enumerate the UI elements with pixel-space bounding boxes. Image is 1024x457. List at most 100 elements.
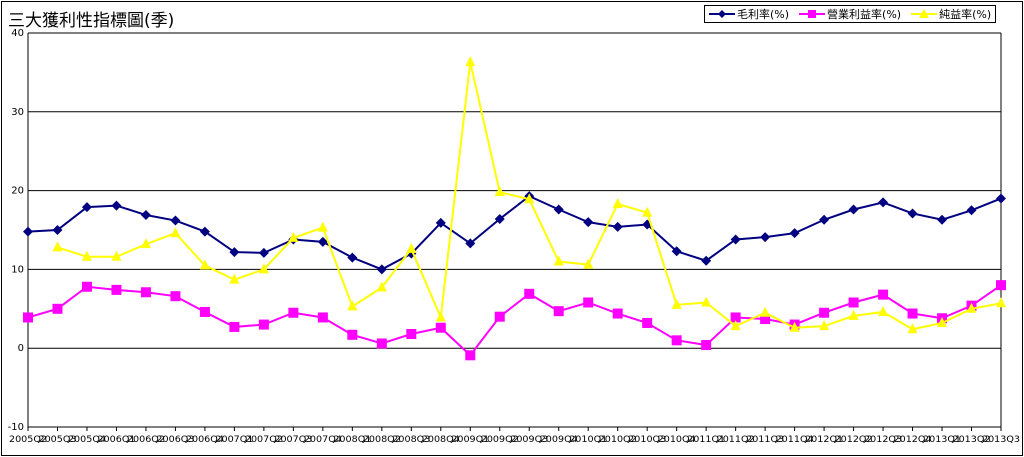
data-point-diamond (81, 202, 92, 213)
data-point-square (878, 289, 889, 300)
data-point-square (553, 306, 564, 317)
data-point-diamond (730, 234, 741, 245)
data-point-triangle (966, 302, 977, 313)
data-point-diamond (52, 225, 63, 235)
legend-item-gross-margin: 毛利率(%) (709, 6, 789, 22)
x-tick-label: 2006Q2 (127, 435, 165, 445)
data-point-diamond (937, 214, 948, 225)
data-point-square (583, 297, 594, 308)
x-tick-label: 2010Q2 (599, 435, 637, 445)
data-point-diamond (848, 204, 859, 215)
x-tick-label: 2008Q1 (333, 435, 371, 445)
x-tick-label: 2013Q3 (982, 435, 1020, 445)
x-tick-label: 2011Q1 (687, 435, 725, 445)
plot-area (28, 33, 1001, 427)
data-point-triangle (937, 316, 948, 327)
data-point-triangle (347, 300, 358, 311)
data-point-square (229, 321, 240, 332)
data-point-square (406, 329, 417, 340)
x-tick-label: 2009Q1 (451, 435, 489, 445)
x-tick-label: 2005Q2 (9, 435, 47, 445)
legend-marker-diamond (709, 10, 735, 18)
data-point-diamond (789, 228, 800, 239)
x-tick-label: 2005Q4 (68, 435, 106, 445)
data-point-triangle (701, 296, 712, 307)
data-point-square (52, 303, 63, 314)
data-point-triangle (52, 241, 63, 252)
legend-marker-square (799, 10, 826, 18)
data-point-square (435, 322, 446, 333)
data-point-square (612, 308, 623, 319)
x-tick-label: 2011Q3 (746, 435, 784, 445)
data-point-square (701, 340, 712, 351)
y-tick-label: 20 (11, 186, 24, 197)
chart-title: 三大獲利性指標圖(季) (8, 11, 175, 31)
x-tick-label: 2008Q4 (422, 435, 460, 445)
data-point-diamond (819, 214, 830, 225)
data-point-square (730, 312, 741, 323)
x-tick-label: 2007Q1 (215, 435, 253, 445)
data-point-triangle (258, 263, 269, 274)
data-point-square (642, 317, 653, 328)
data-point-diamond (376, 264, 387, 275)
data-point-triangle (317, 221, 328, 232)
data-point-square (376, 338, 387, 349)
data-point-square (258, 319, 269, 330)
y-tick-label: 30 (11, 107, 24, 118)
data-point-triangle (494, 186, 505, 197)
x-tick-label: 2010Q1 (569, 435, 607, 445)
x-tick-label: 2007Q3 (274, 435, 312, 445)
data-point-diamond (258, 247, 269, 258)
data-point-square (907, 308, 918, 319)
x-tick-label: 2006Q4 (186, 435, 224, 445)
data-point-square (494, 311, 505, 322)
x-tick-label: 2010Q3 (628, 435, 666, 445)
data-point-diamond (966, 205, 977, 216)
x-tick-label: 2009Q2 (481, 435, 519, 445)
data-point-triangle (760, 306, 771, 317)
data-point-diamond (111, 200, 122, 211)
legend-label-gross-margin: 毛利率(%) (737, 8, 790, 21)
x-tick-label: 2006Q1 (97, 435, 135, 445)
data-point-diamond (760, 232, 771, 243)
x-tick-label: 2008Q2 (363, 435, 401, 445)
x-tick-label: 2012Q3 (864, 435, 902, 445)
data-point-diamond (701, 255, 712, 266)
data-point-square (347, 329, 358, 340)
data-point-triangle (406, 242, 417, 253)
data-point-square (317, 312, 328, 323)
data-point-diamond (23, 226, 33, 237)
data-point-triangle (81, 250, 92, 261)
data-point-diamond (612, 221, 623, 232)
data-point-triangle (848, 309, 859, 320)
data-point-triangle (819, 320, 830, 331)
data-point-square (996, 280, 1006, 291)
y-tick-label: 10 (11, 264, 24, 275)
x-tick-label: 2012Q2 (835, 435, 873, 445)
data-point-diamond (435, 217, 446, 228)
data-point-square (760, 314, 771, 325)
data-point-diamond (907, 208, 918, 219)
x-tick-label: 2012Q1 (805, 435, 843, 445)
data-point-square (23, 312, 33, 323)
x-tick-label: 2011Q2 (717, 435, 755, 445)
legend: 毛利率(%) 營業利益率(%) 純益率(%) (704, 5, 997, 23)
data-point-diamond (878, 197, 889, 208)
data-point-triangle (730, 320, 741, 331)
legend-marker-triangle (911, 9, 938, 18)
data-point-triangle (789, 321, 800, 332)
data-point-square (819, 307, 830, 318)
data-point-triangle (199, 259, 210, 270)
data-point-diamond (140, 210, 151, 221)
data-point-diamond (465, 238, 476, 249)
series-line-0 (27, 194, 1002, 271)
data-point-square (671, 335, 682, 346)
x-tick-label: 2012Q4 (894, 435, 932, 445)
data-point-triangle (878, 305, 889, 316)
data-point-triangle (435, 311, 446, 322)
data-point-square (524, 288, 535, 299)
data-point-diamond (347, 252, 358, 263)
data-point-diamond (583, 217, 594, 228)
legend-item-net-margin: 純益率(%) (911, 6, 991, 22)
